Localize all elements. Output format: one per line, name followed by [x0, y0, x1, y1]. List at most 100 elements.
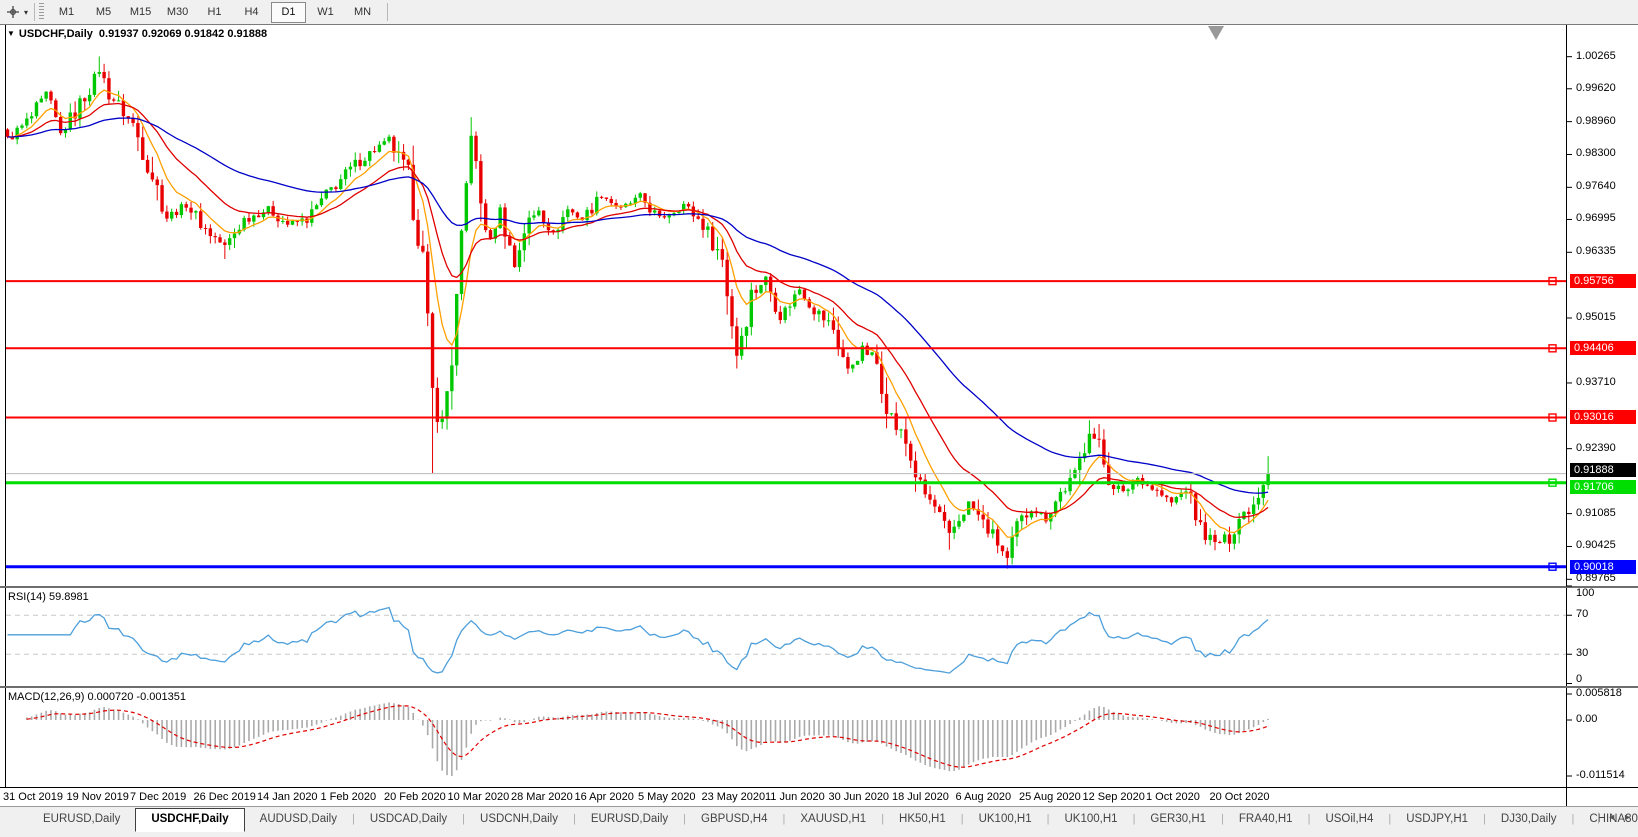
- ma-mid-line: [7, 102, 1269, 518]
- date-label: 7 Dec 2019: [130, 791, 187, 803]
- macd-tick-label: 0.00: [1576, 713, 1598, 725]
- tab-eurusd-daily[interactable]: EURUSD,Daily: [590, 813, 669, 825]
- date-label: 1 Feb 2020: [320, 791, 377, 803]
- price-tick-label: 0.95015: [1576, 310, 1616, 323]
- toolbar-separator: [387, 3, 389, 21]
- date-label: 19 Nov 2019: [66, 791, 129, 803]
- tab-separator: |: [683, 813, 687, 825]
- chart-shift-marker-icon[interactable]: [1208, 26, 1224, 40]
- chevron-down-icon[interactable]: ▾: [24, 7, 29, 17]
- tab-hk50-h1[interactable]: HK50,H1: [899, 813, 946, 825]
- date-label: 23 May 2020: [701, 791, 766, 803]
- price-level-flag-0.93016[interactable]: 0.93016: [1570, 410, 1636, 425]
- tab-uk100-h1[interactable]: UK100,H1: [1064, 813, 1118, 825]
- macd-tick-label: 0.005818: [1576, 687, 1622, 699]
- date-label: 12 Sep 2020: [1082, 791, 1145, 803]
- macd-indicator-label: MACD(12,26,9) 0.000720 -0.001351: [8, 691, 186, 703]
- tab-uk100-h1[interactable]: UK100,H1: [978, 813, 1032, 825]
- tab-separator: |: [462, 813, 466, 825]
- rsi-tick-label: 0: [1576, 673, 1583, 685]
- date-label: 30 Jun 2020: [828, 791, 890, 803]
- tab-dj30-daily[interactable]: DJ30,Daily: [1500, 813, 1557, 825]
- tab-usdcad-daily[interactable]: USDCAD,Daily: [369, 813, 448, 825]
- date-label: 5 May 2020: [638, 791, 696, 803]
- rsi-indicator-label: RSI(14) 59.8981: [8, 591, 89, 603]
- date-axis[interactable]: 31 Oct 2019 19 Nov 2019 7 Dec 2019 26 Dec 2…: [0, 788, 1566, 806]
- timeframe-button-m30[interactable]: M30: [166, 5, 189, 18]
- timeframe-button-m5[interactable]: M5: [95, 5, 112, 18]
- tab-separator: |: [1388, 813, 1392, 825]
- date-label: 6 Aug 2020: [955, 791, 1012, 803]
- date-label: 18 Jul 2020: [892, 791, 949, 803]
- price-level-flag-0.90018[interactable]: 0.90018: [1570, 559, 1636, 574]
- rsi-tick-label: 30: [1576, 647, 1589, 660]
- tab-usdjpy-h1[interactable]: USDJPY,H1: [1406, 813, 1469, 825]
- rsi-tick-label: 100: [1576, 587, 1595, 599]
- price-tick-label: 0.93710: [1576, 375, 1616, 388]
- price-tick-label: 0.98960: [1576, 114, 1616, 127]
- price-tick-label: 0.97640: [1576, 180, 1616, 193]
- price-level-flag-0.91706[interactable]: 0.91706: [1570, 479, 1636, 494]
- tab-gbpusd-h4[interactable]: GBPUSD,H4: [701, 813, 768, 825]
- date-label: 20 Oct 2020: [1209, 791, 1270, 803]
- tab-scroll-right-icon[interactable]: ►: [1623, 812, 1632, 822]
- price-level-flag-0.95756[interactable]: 0.95756: [1570, 274, 1636, 289]
- ma-slow-line: [7, 117, 1269, 494]
- tab-usoil-h4[interactable]: USOil,H4: [1325, 813, 1374, 825]
- price-level-flag-0.94406[interactable]: 0.94406: [1570, 341, 1636, 356]
- timeframe-button-m1[interactable]: M1: [58, 5, 75, 18]
- collapse-triangle-icon[interactable]: ▼: [7, 29, 15, 38]
- tab-separator: |: [1221, 813, 1224, 825]
- price-tick-label: 0.91085: [1576, 506, 1616, 519]
- toolbar-grip[interactable]: [39, 3, 45, 21]
- tab-separator: |: [351, 813, 355, 825]
- chart-ohlc-values: 0.91937 0.92069 0.91842 0.91888: [98, 28, 268, 40]
- price-level-flag-0.91888[interactable]: 0.91888: [1570, 462, 1636, 477]
- crosshair-tool-icon[interactable]: [3, 2, 23, 22]
- rsi-tick-label: 70: [1576, 608, 1589, 621]
- chart-tab-bar: EURUSD,Daily USDCHF,Daily AUDUSD,Daily | USD…: [0, 806, 1638, 837]
- date-label: 28 Mar 2020: [511, 791, 573, 803]
- date-label: 16 Apr 2020: [574, 791, 634, 803]
- date-label: 25 Aug 2020: [1019, 791, 1081, 803]
- price-tick-label: 0.89765: [1576, 572, 1616, 585]
- toolbar-separator: [34, 3, 36, 21]
- tab-separator: |: [1483, 813, 1486, 825]
- tab-separator: |: [572, 813, 576, 825]
- tab-separator: |: [1571, 813, 1575, 825]
- tab-separator: |: [1132, 813, 1136, 825]
- price-tick-label: 0.98300: [1576, 147, 1616, 160]
- date-label: 31 Oct 2019: [3, 791, 63, 803]
- rsi-line: [7, 606, 1269, 674]
- tab-audusd-daily[interactable]: AUDUSD,Daily: [259, 813, 337, 825]
- tab-scroll-left-icon[interactable]: ◄: [1607, 812, 1617, 822]
- timeframe-button-w1[interactable]: W1: [317, 5, 334, 18]
- tab-fra40-h1[interactable]: FRA40,H1: [1238, 813, 1293, 825]
- timeframe-button-d1[interactable]: D1: [271, 1, 307, 23]
- timeframe-button-mn[interactable]: MN: [353, 5, 372, 18]
- chart-tabs: EURUSD,Daily USDCHF,Daily AUDUSD,Daily | USD…: [0, 808, 1638, 832]
- tab-scroll-separator: |: [1597, 810, 1601, 824]
- timeframe-button-h1[interactable]: H1: [207, 5, 222, 18]
- tab-separator: |: [881, 813, 885, 825]
- candles-layer: [5, 56, 1270, 569]
- timeframe-button-group: M1 M5 M15 M30 H1 H4 D1 W1 MN: [48, 1, 381, 23]
- price-tick-label: 0.99620: [1576, 81, 1616, 94]
- tab-eurusd-daily[interactable]: EURUSD,Daily: [43, 813, 121, 825]
- timeframe-button-h4[interactable]: H4: [244, 5, 259, 18]
- price-tick-label: 0.90425: [1576, 539, 1616, 552]
- price-axis[interactable]: 0.95756 0.94406 0.93016 0.91888 0.91706 0.900…: [1567, 0, 1638, 837]
- date-label: 20 Feb 2020: [384, 791, 446, 803]
- tab-china300-h1[interactable]: CHINA300,H1: [1589, 813, 1638, 825]
- tab-usdcnh-daily[interactable]: USDCNH,Daily: [480, 813, 558, 825]
- tab-usdchf-daily[interactable]: USDCHF,Daily: [135, 808, 245, 832]
- ma-fast-line: [7, 89, 1269, 538]
- tab-separator: |: [960, 813, 964, 825]
- date-label: 11 Jun 2020: [765, 791, 825, 803]
- timeframe-button-m15[interactable]: M15: [129, 5, 152, 18]
- tab-ger30-h1[interactable]: GER30,H1: [1150, 813, 1207, 825]
- tab-separator: |: [1307, 813, 1311, 825]
- tab-xauusd-h1[interactable]: XAUUSD,H1: [800, 813, 867, 825]
